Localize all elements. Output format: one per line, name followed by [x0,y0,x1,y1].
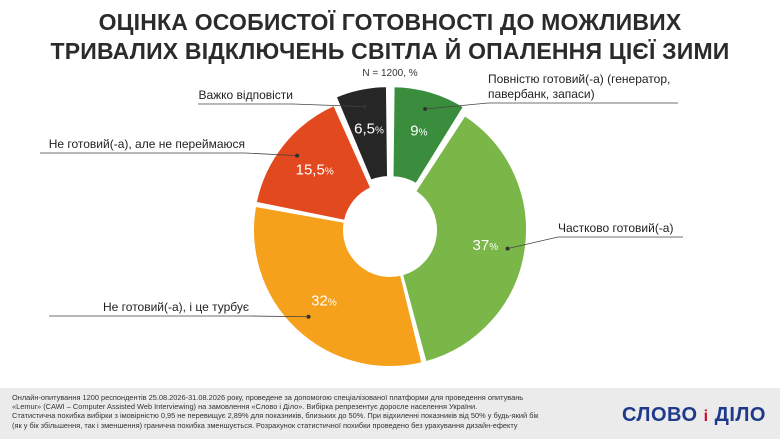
leader-line [425,102,678,110]
footer: Онлайн-опитування 1200 респондентів 25.0… [0,388,780,439]
slice-category-label: Важко відповісти [198,88,293,102]
sample-size-note: N = 1200, % [362,68,418,79]
chart-title: ОЦІНКА ОСОБИСТОЇ ГОТОВНОСТІ ДО МОЖЛИВИХ … [0,8,780,66]
slice-category-label: Повністю готовий(-а) (генератор, павербан… [488,72,671,101]
slice-3 [252,204,424,368]
title-line-1: ОЦІНКА ОСОБИСТОЇ ГОТОВНОСТІ ДО МОЖЛИВИХ [98,9,682,35]
slice-2 [400,113,528,364]
slice-value-label: 32% [311,292,337,309]
slice-value-label: 15,5% [296,162,334,179]
leader-line [49,315,309,318]
slice-value-label: 37% [473,237,499,254]
slice-value-label: 9% [410,123,427,140]
slice-category-label: Не готовий(-а), і це турбує [103,300,249,314]
leader-dot [505,246,510,251]
leader-dot [306,314,311,319]
slice-category-label: Частково готовий(-а) [558,221,674,235]
slice-value-label: 6,5% [354,121,384,138]
methodology-note: Онлайн-опитування 1200 респондентів 25.0… [12,393,612,430]
slice-1 [391,85,466,186]
brand-logo: СЛОВО і ДІЛО [621,404,766,426]
footer-line: «Lemur» (CAWI – Computer Assisted Web In… [12,402,478,412]
leader-line [198,103,365,108]
slice-4 [254,103,373,223]
leader-dot [362,104,367,109]
slice-5 [334,85,390,183]
donut-chart: 9% 37% 32% 15,5% 6,5% [40,85,683,368]
footer-line: Онлайн-опитування 1200 респондентів 25.0… [12,393,524,402]
footer-line: (як у бік збільшення, так і зменшення) г… [12,420,518,430]
leader-line [507,236,683,250]
slice-category-label: Не готовий(-а), але не переймаюся [48,137,245,151]
leader-line [40,152,298,156]
leader-dot [295,153,300,158]
title-line-2: ТРИВАЛИХ ВІДКЛЮЧЕНЬ СВІТЛА Й ОПАЛЕННЯ ЦІ… [50,38,730,64]
footer-line: Статистична похибка вибірки з імовірніст… [12,411,539,421]
leader-dot [423,107,428,112]
